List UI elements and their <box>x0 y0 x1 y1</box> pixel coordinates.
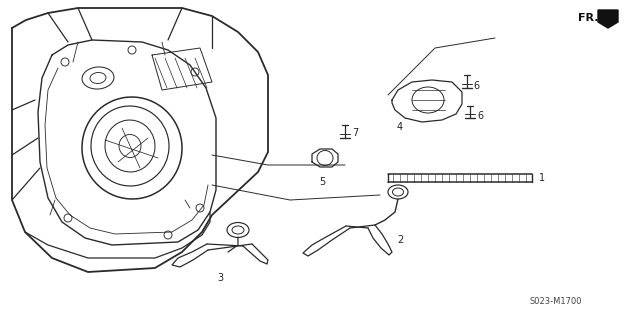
Text: 4: 4 <box>397 122 403 132</box>
Text: 3: 3 <box>217 273 223 283</box>
Text: 1: 1 <box>539 173 545 183</box>
Text: S023-M1700: S023-M1700 <box>530 298 582 307</box>
Text: 7: 7 <box>352 128 358 138</box>
Text: 6: 6 <box>473 81 479 91</box>
Text: FR.: FR. <box>578 13 598 23</box>
Text: 6: 6 <box>477 111 483 121</box>
Polygon shape <box>598 10 618 28</box>
Text: 2: 2 <box>397 235 403 245</box>
Text: 5: 5 <box>319 177 325 187</box>
